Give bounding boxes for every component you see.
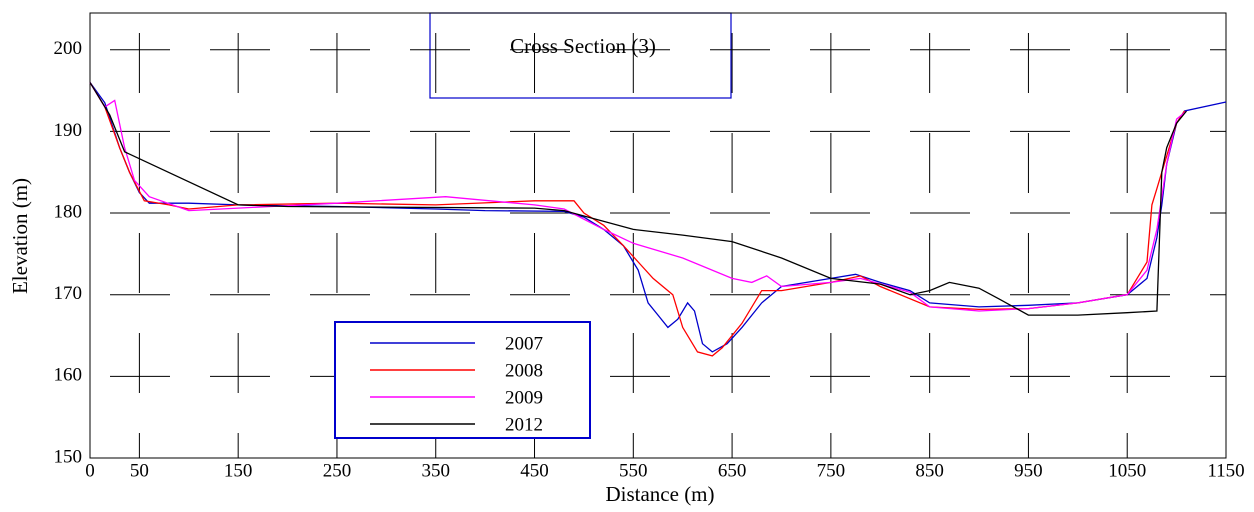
series-line: [89, 82, 1187, 312]
legend-label: 2008: [505, 360, 543, 381]
x-tick-label: 1050: [1108, 460, 1146, 481]
plot-frame: [89, 12, 1227, 459]
chart-title: Cross Section (3): [510, 34, 656, 58]
x-tick-label: 350: [421, 460, 450, 481]
x-tick-label: 450: [520, 460, 549, 481]
x-tick-label: 0: [85, 460, 95, 481]
y-tick-label: 200: [54, 38, 83, 59]
x-tick-label: 250: [323, 460, 352, 481]
x-tick-label: 550: [619, 460, 648, 481]
y-tick-label: 180: [54, 201, 83, 222]
legend-box: [334, 321, 591, 439]
x-tick-label: 950: [1014, 460, 1043, 481]
title-box: [429, 12, 732, 99]
legend-label: 2012: [505, 414, 543, 435]
legend-label: 2007: [505, 333, 543, 354]
x-tick-label: 850: [915, 460, 944, 481]
series-line: [89, 82, 1227, 353]
y-tick-label: 170: [54, 283, 83, 304]
x-tick-label: 1150: [1207, 460, 1244, 481]
x-axis-label: Distance (m): [605, 482, 714, 506]
y-tick-label: 150: [54, 446, 83, 467]
x-tick-label: 750: [817, 460, 846, 481]
x-tick-label: 650: [718, 460, 747, 481]
y-tick-label: 190: [54, 120, 83, 141]
series-line: [89, 82, 1188, 316]
y-tick-label: 160: [54, 365, 83, 386]
x-tick-label: 150: [224, 460, 253, 481]
series-line: [89, 82, 1186, 357]
y-axis-label: Elevation (m): [8, 178, 32, 294]
legend-label: 2009: [505, 387, 543, 408]
x-tick-label: 50: [130, 460, 149, 481]
